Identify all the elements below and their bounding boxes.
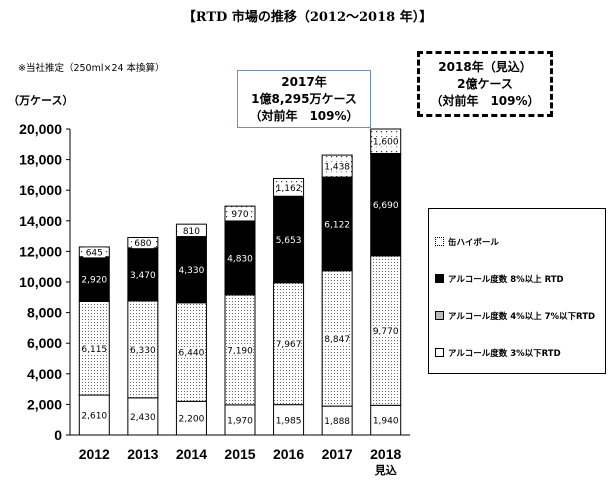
data-label: 970	[231, 210, 248, 220]
data-label: 6,440	[179, 349, 205, 359]
bar-segment-8pct-plus	[273, 195, 305, 284]
data-label-bg	[228, 345, 252, 356]
data-label: 810	[183, 227, 200, 237]
callout-2017-growth: （対前年 109%）	[249, 109, 359, 123]
data-label-bg	[180, 225, 203, 236]
data-label-bg	[83, 247, 106, 258]
data-label: 2,920	[81, 276, 107, 286]
x-tick-label: 2013	[127, 446, 158, 462]
data-label: 3,470	[130, 271, 156, 281]
callout-2018-total: 2億ケース	[457, 77, 513, 91]
data-label-bg	[179, 413, 204, 424]
y-axis-unit-label: （万ケース）	[8, 94, 74, 107]
data-label-bg	[325, 416, 350, 427]
legend-label: 缶ハイボール	[448, 237, 499, 248]
data-label: 2,610	[81, 412, 107, 422]
legend-item-4to7pct: アルコール度数 4%以上 7%以下RTD	[435, 297, 605, 334]
bar-segment-8pct-plus	[370, 152, 402, 257]
legend-swatch-coarse-dots	[435, 237, 444, 246]
x-tick-label: 2012	[79, 446, 110, 462]
data-label-bg	[326, 161, 349, 172]
bar-segment-8pct-plus	[224, 220, 256, 296]
data-label-bg	[373, 415, 398, 426]
legend-label: アルコール度数 4%以上 7%以下RTD	[448, 311, 596, 322]
data-label: 1,970	[227, 416, 253, 426]
callout-2018: 2018年（見込） 2億ケース （対前年 109%）	[417, 51, 553, 117]
data-label: 680	[134, 239, 151, 249]
x-tick-label: 2016	[273, 446, 304, 462]
x-tick-label: 2014	[176, 446, 207, 462]
y-tick-label: 20,000	[19, 121, 62, 137]
legend-swatch-white	[435, 348, 444, 357]
data-label: 1,438	[324, 163, 350, 173]
data-label: 1,940	[373, 417, 399, 427]
data-label: 2,430	[130, 413, 156, 423]
data-label: 6,690	[373, 201, 399, 211]
legend-label: アルコール度数 8%以上 RTD	[448, 274, 564, 285]
y-tick-label: 10,000	[19, 274, 62, 290]
data-label: 4,830	[227, 254, 253, 264]
callout-2017-total: 1億8,295万ケース	[251, 92, 357, 106]
data-label-bg	[130, 344, 155, 355]
estimate-note: ※当社推定（250ml×24 本換算）	[18, 63, 165, 74]
callout-2017: 2017年 1億8,295万ケース （対前年 109%）	[237, 70, 371, 128]
x-tick-label: 2018	[370, 446, 401, 462]
data-label-bg	[228, 415, 252, 426]
data-label: 1,888	[324, 417, 350, 427]
x-tick-sublabel: 見込	[374, 463, 397, 477]
data-label: 6,115	[81, 345, 107, 355]
data-label-bg	[82, 410, 107, 421]
legend-swatch-fine-dots	[435, 311, 444, 320]
y-tick-label: 18,000	[19, 152, 62, 168]
x-tick-label: 2015	[224, 446, 255, 462]
data-label: 1,162	[276, 184, 302, 194]
y-tick-label: 8,000	[27, 305, 62, 321]
legend-item-8pct-plus: アルコール度数 8%以上 RTD	[435, 260, 605, 297]
bar-segment-8pct-plus	[321, 176, 353, 272]
data-label: 1,985	[276, 416, 302, 426]
data-label-bg	[131, 238, 154, 249]
callout-2018-year: 2018年（見込）	[438, 60, 532, 74]
x-tick-label: 2017	[322, 446, 353, 462]
data-label-bg	[179, 347, 204, 358]
data-label: 8,847	[324, 335, 350, 345]
chart-legend: 缶ハイボール アルコール度数 8%以上 RTD アルコール度数 4%以上 7%以…	[428, 208, 606, 374]
data-label-bg	[82, 343, 107, 354]
data-label-bg	[276, 415, 301, 426]
data-label: 6,330	[130, 346, 156, 356]
data-label-bg	[276, 339, 301, 350]
chart-title: 【RTD 市場の推移（2012～2018 年）】	[182, 10, 433, 25]
y-tick-label: 6,000	[27, 335, 62, 351]
bar-segment-8pct-plus	[175, 236, 207, 304]
data-label-bg	[277, 182, 300, 193]
legend-label: アルコール度数 3%以下RTD	[448, 348, 561, 359]
data-label-bg	[229, 209, 251, 220]
data-label: 1,600	[373, 138, 399, 148]
data-label: 2,200	[179, 415, 205, 425]
data-label: 4,330	[179, 266, 205, 276]
data-label: 6,122	[324, 220, 350, 230]
data-label-bg	[130, 411, 155, 422]
data-label-bg	[374, 136, 397, 147]
y-tick-label: 16,000	[19, 182, 62, 198]
data-label: 7,190	[227, 346, 253, 356]
data-label-bg	[373, 326, 398, 337]
y-tick-label: 14,000	[19, 213, 62, 229]
callout-2017-year: 2017年	[281, 75, 327, 89]
legend-item-can-highball: 缶ハイボール	[435, 223, 605, 260]
data-label-bg	[325, 333, 350, 344]
legend-item-3pct-under: アルコール度数 3%以下RTD	[435, 334, 605, 371]
data-label: 645	[86, 248, 103, 258]
y-tick-label: 0	[54, 427, 62, 443]
data-label: 7,967	[276, 340, 302, 350]
data-label: 5,653	[276, 236, 302, 246]
y-tick-label: 12,000	[19, 243, 62, 259]
y-tick-label: 4,000	[27, 366, 62, 382]
y-tick-label: 2,000	[27, 396, 62, 412]
data-label: 9,770	[373, 327, 399, 337]
bar-segment-8pct-plus	[127, 247, 159, 302]
callout-2018-growth: （対前年 109%）	[430, 94, 540, 108]
legend-swatch-black	[435, 274, 444, 283]
